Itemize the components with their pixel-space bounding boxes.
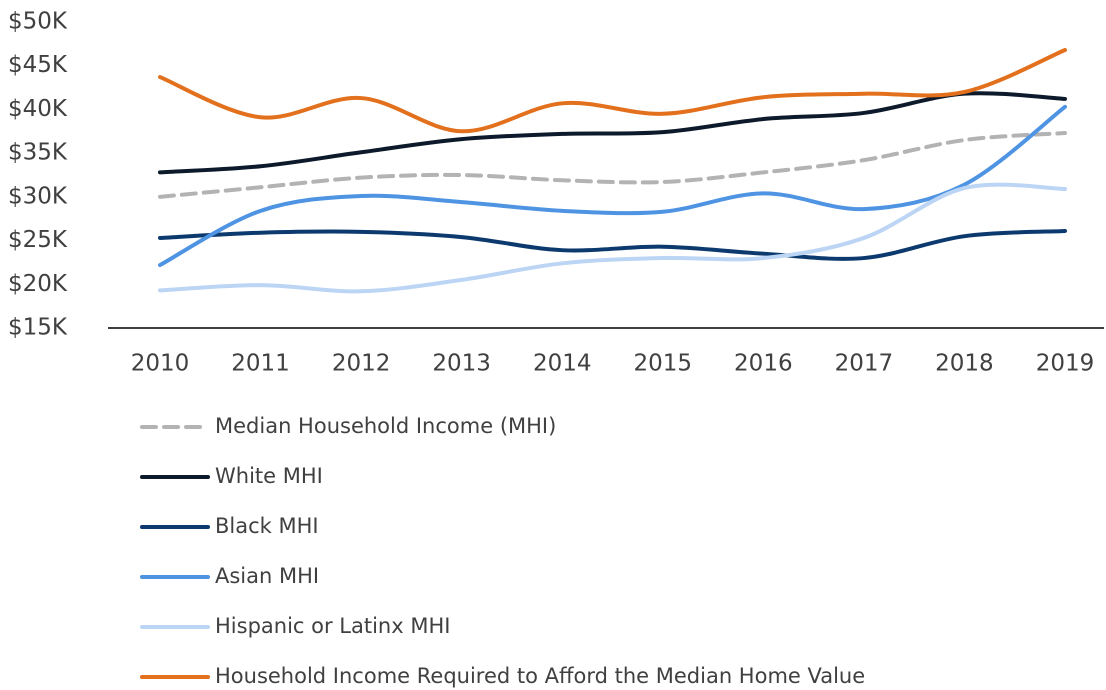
y-tick-label: $25K: [8, 227, 68, 253]
y-tick-label: $30K: [8, 183, 68, 209]
x-tick-label: 2011: [231, 351, 290, 377]
x-tick-label: 2014: [533, 351, 592, 377]
legend-label: Hispanic or Latinx MHI: [215, 614, 450, 638]
x-tick-label: 2016: [734, 351, 793, 377]
x-tick-label: 2017: [835, 351, 894, 377]
legend-label: Household Income Required to Afford the …: [215, 664, 865, 688]
y-tick-label: $20K: [8, 271, 68, 297]
y-tick-label: $50K: [8, 9, 68, 35]
x-tick-label: 2015: [634, 351, 693, 377]
series-line: [158, 91, 1067, 175]
series-line: [158, 47, 1067, 134]
legend-label: Asian MHI: [215, 564, 319, 588]
x-tick-label: 2013: [432, 351, 491, 377]
x-tick-label: 2019: [1036, 351, 1095, 377]
series-line: [158, 228, 1067, 261]
legend-label: White MHI: [215, 464, 323, 488]
x-tick-label: 2012: [332, 351, 391, 377]
series-line: [158, 131, 1067, 199]
legend-label: Median Household Income (MHI): [215, 414, 556, 438]
x-tick-label: 2010: [131, 351, 190, 377]
y-tick-label: $40K: [8, 96, 68, 122]
legend-label: Black MHI: [215, 514, 319, 538]
y-tick-label: $45K: [8, 52, 68, 78]
series-line: [158, 182, 1067, 294]
series-line: [158, 104, 1067, 268]
y-tick-label: $15K: [8, 315, 68, 341]
x-tick-label: 2018: [935, 351, 994, 377]
y-tick-label: $35K: [8, 140, 68, 166]
